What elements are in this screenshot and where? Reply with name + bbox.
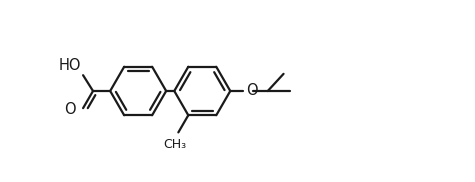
Text: O: O (246, 84, 257, 98)
Text: CH₃: CH₃ (163, 138, 186, 151)
Text: HO: HO (58, 58, 81, 73)
Text: O: O (64, 102, 76, 116)
